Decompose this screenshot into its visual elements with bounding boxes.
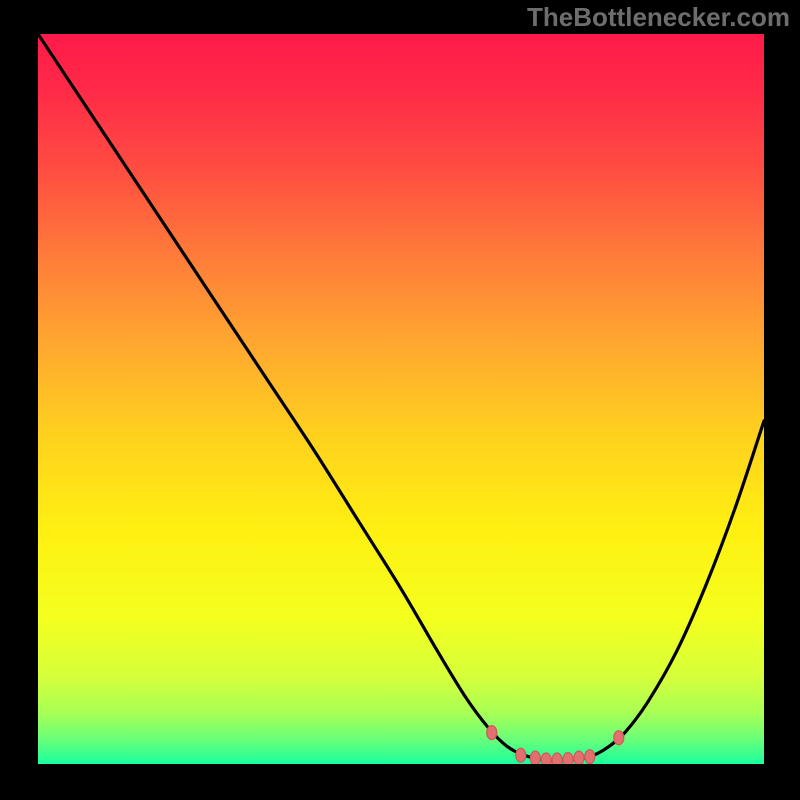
optimal-marker <box>574 751 584 764</box>
optimal-marker <box>516 748 526 762</box>
optimal-marker <box>552 753 562 764</box>
bottleneck-curve <box>38 34 764 761</box>
optimal-marker <box>585 750 595 764</box>
optimal-marker <box>541 753 551 764</box>
bottleneck-curve-layer <box>38 34 764 764</box>
optimal-marker <box>563 753 573 764</box>
plot-area <box>38 34 764 764</box>
watermark-text: TheBottlenecker.com <box>527 2 790 33</box>
optimal-marker <box>530 751 540 764</box>
optimal-marker <box>614 731 624 745</box>
optimal-marker <box>487 726 497 740</box>
